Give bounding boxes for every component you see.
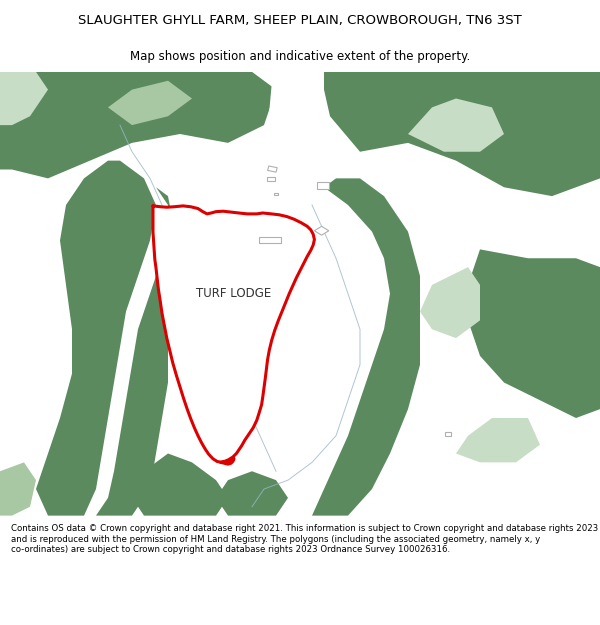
Polygon shape (0, 462, 36, 516)
Polygon shape (108, 81, 192, 125)
Polygon shape (445, 432, 451, 436)
Text: SLAUGHTER GHYLL FARM, SHEEP PLAIN, CROWBOROUGH, TN6 3ST: SLAUGHTER GHYLL FARM, SHEEP PLAIN, CROWB… (78, 14, 522, 27)
Polygon shape (324, 72, 600, 196)
Text: TURF LODGE: TURF LODGE (196, 288, 272, 300)
Polygon shape (263, 72, 283, 188)
Text: Contains OS data © Crown copyright and database right 2021. This information is : Contains OS data © Crown copyright and d… (11, 524, 598, 554)
Polygon shape (153, 206, 314, 464)
Polygon shape (456, 418, 540, 462)
Polygon shape (0, 72, 276, 178)
Polygon shape (161, 219, 167, 222)
Polygon shape (36, 161, 156, 516)
Polygon shape (274, 192, 278, 195)
Polygon shape (468, 249, 600, 418)
Polygon shape (96, 178, 174, 516)
Polygon shape (267, 177, 275, 181)
Polygon shape (420, 267, 480, 338)
Polygon shape (317, 182, 329, 189)
Polygon shape (216, 471, 288, 516)
Polygon shape (408, 99, 504, 152)
Polygon shape (132, 454, 228, 516)
Polygon shape (314, 226, 329, 235)
Text: Map shows position and indicative extent of the property.: Map shows position and indicative extent… (130, 49, 470, 62)
Polygon shape (0, 72, 48, 125)
Polygon shape (268, 166, 277, 172)
Polygon shape (259, 237, 281, 243)
Polygon shape (312, 178, 420, 516)
